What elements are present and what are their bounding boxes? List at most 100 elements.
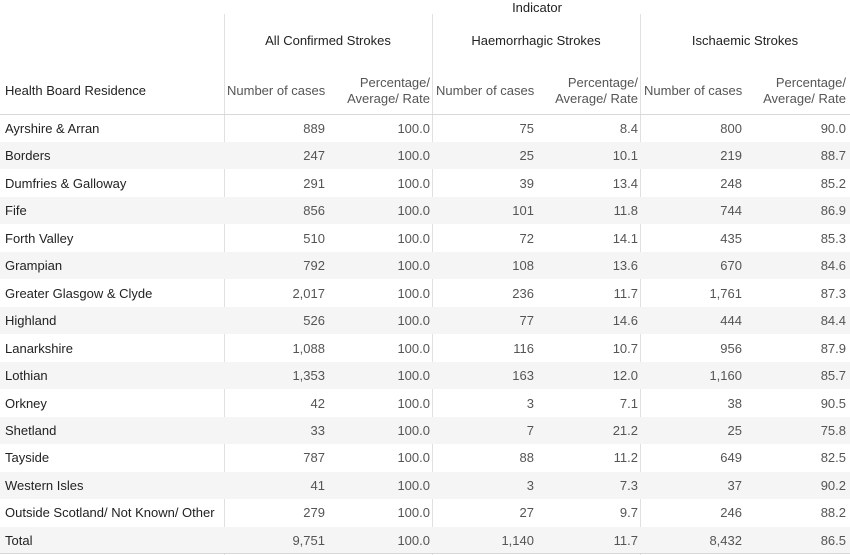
- number-of-cases-cell: 526: [303, 313, 325, 329]
- percentage-cell: 14.6: [612, 313, 638, 329]
- percentage-cell: 11.2: [613, 450, 638, 466]
- number-of-cases-cell: 72: [519, 230, 534, 246]
- col-header-percentage-line2: Average/ Rate: [347, 91, 430, 106]
- table-row: Grampian 792 100.0 108 13.6 670 84.6: [0, 252, 850, 280]
- col-header-percentage: Percentage/ Average/ Rate: [538, 75, 638, 107]
- percentage-cell: 10.7: [612, 340, 638, 356]
- indicator-header: Indicator: [512, 0, 562, 15]
- percentage-cell: 100.0: [397, 368, 430, 384]
- percentage-cell: 84.4: [820, 313, 846, 329]
- table-row: Lothian 1,353 100.0 163 12.0 1,160 85.7: [0, 362, 850, 390]
- number-of-cases-cell: 279: [303, 505, 325, 521]
- column-divider: [224, 14, 225, 555]
- number-of-cases-cell: 37: [727, 477, 742, 493]
- percentage-cell: 90.0: [820, 121, 846, 136]
- health-board-name: Borders: [5, 148, 51, 164]
- column-divider: [432, 14, 433, 555]
- health-board-name: Dumfries & Galloway: [5, 175, 127, 191]
- number-of-cases-cell: 856: [303, 203, 325, 219]
- number-of-cases-cell: 88: [519, 450, 534, 466]
- col-header-percentage: Percentage/ Average/ Rate: [746, 75, 846, 107]
- percentage-cell: 87.9: [820, 340, 846, 356]
- percentage-cell: 100.0: [397, 477, 430, 493]
- percentage-cell: 75.8: [820, 422, 846, 438]
- percentage-cell: 21.2: [612, 422, 638, 438]
- number-of-cases-cell: 163: [512, 368, 534, 384]
- health-board-name: Ayrshire & Arran: [5, 121, 100, 136]
- number-of-cases-cell: 444: [720, 313, 742, 329]
- percentage-cell: 85.2: [820, 175, 846, 191]
- number-of-cases-cell: 670: [720, 258, 742, 274]
- percentage-cell: 100.0: [397, 313, 430, 329]
- percentage-cell: 100.0: [397, 258, 430, 274]
- health-board-name: Total: [5, 532, 33, 548]
- number-of-cases-cell: 247: [303, 148, 325, 164]
- col-header-number-of-cases: Number of cases: [436, 83, 535, 98]
- col-header-percentage-line1: Percentage/: [775, 75, 846, 90]
- number-of-cases-cell: 1,088: [292, 340, 325, 356]
- table-row: Western Isles 41 100.0 3 7.3 37 90.2: [0, 471, 850, 499]
- number-of-cases-cell: 8,432: [709, 532, 742, 548]
- percentage-cell: 86.9: [820, 203, 846, 219]
- health-board-name: Western Isles: [5, 477, 84, 493]
- percentage-cell: 90.5: [820, 395, 846, 411]
- health-board-name: Lothian: [5, 368, 48, 384]
- percentage-cell: 100.0: [397, 148, 430, 164]
- percentage-cell: 100.0: [397, 121, 430, 136]
- number-of-cases-cell: 101: [512, 203, 534, 219]
- percentage-cell: 11.7: [613, 285, 638, 301]
- number-of-cases-cell: 39: [519, 175, 534, 191]
- number-of-cases-cell: 800: [720, 121, 742, 136]
- table-row: Forth Valley 510 100.0 72 14.1 435 85.3: [0, 225, 850, 252]
- percentage-cell: 11.8: [613, 203, 638, 219]
- percentage-cell: 100.0: [397, 340, 430, 356]
- number-of-cases-cell: 33: [310, 422, 325, 438]
- number-of-cases-cell: 108: [512, 258, 534, 274]
- percentage-cell: 100.0: [397, 395, 430, 411]
- number-of-cases-cell: 236: [512, 285, 534, 301]
- col-header-percentage-line1: Percentage/: [567, 75, 638, 90]
- number-of-cases-cell: 1,761: [709, 285, 742, 301]
- health-board-name: Forth Valley: [5, 230, 74, 246]
- health-board-name: Orkney: [5, 395, 47, 411]
- number-of-cases-cell: 248: [720, 175, 742, 191]
- number-of-cases-cell: 649: [720, 450, 742, 466]
- number-of-cases-cell: 435: [720, 230, 742, 246]
- number-of-cases-cell: 77: [519, 313, 534, 329]
- percentage-cell: 100.0: [397, 532, 430, 548]
- group-all-confirmed-strokes: All Confirmed Strokes: [265, 33, 391, 48]
- percentage-cell: 85.7: [820, 368, 846, 384]
- health-board-name: Shetland: [5, 422, 57, 438]
- number-of-cases-cell: 1,160: [709, 368, 742, 384]
- number-of-cases-cell: 9,751: [292, 532, 325, 548]
- number-of-cases-cell: 889: [303, 121, 325, 136]
- percentage-cell: 100.0: [397, 175, 430, 191]
- number-of-cases-cell: 744: [720, 203, 742, 219]
- percentage-cell: 9.7: [619, 505, 638, 521]
- col-header-number-of-cases: Number of cases: [644, 83, 743, 98]
- table-row: Lanarkshire 1,088 100.0 116 10.7 956 87.9: [0, 335, 850, 362]
- percentage-cell: 82.5: [820, 450, 846, 466]
- percentage-cell: 12.0: [612, 368, 638, 384]
- percentage-cell: 88.7: [820, 148, 846, 164]
- number-of-cases-cell: 25: [519, 148, 534, 164]
- header-divider: [0, 114, 850, 115]
- number-of-cases-cell: 38: [727, 395, 742, 411]
- number-of-cases-cell: 27: [519, 505, 534, 521]
- percentage-cell: 100.0: [397, 505, 430, 521]
- health-board-name: Highland: [5, 313, 57, 329]
- group-haemorrhagic-strokes: Haemorrhagic Strokes: [471, 33, 601, 48]
- table-row: Shetland 33 100.0 7 21.2 25 75.8: [0, 416, 850, 444]
- percentage-cell: 14.1: [612, 230, 638, 246]
- number-of-cases-cell: 41: [310, 477, 325, 493]
- percentage-cell: 100.0: [397, 230, 430, 246]
- table-row: Highland 526 100.0 77 14.6 444 84.4: [0, 307, 850, 335]
- table-row: Dumfries & Galloway 291 100.0 39 13.4 248 85.2: [0, 170, 850, 197]
- number-of-cases-cell: 246: [720, 505, 742, 521]
- col-header-percentage-line2: Average/ Rate: [763, 91, 846, 106]
- percentage-cell: 11.7: [613, 532, 638, 548]
- percentage-cell: 7.1: [619, 395, 638, 411]
- number-of-cases-cell: 291: [303, 175, 325, 191]
- percentage-cell: 85.3: [820, 230, 846, 246]
- table-row: Orkney 42 100.0 3 7.1 38 90.5: [0, 390, 850, 417]
